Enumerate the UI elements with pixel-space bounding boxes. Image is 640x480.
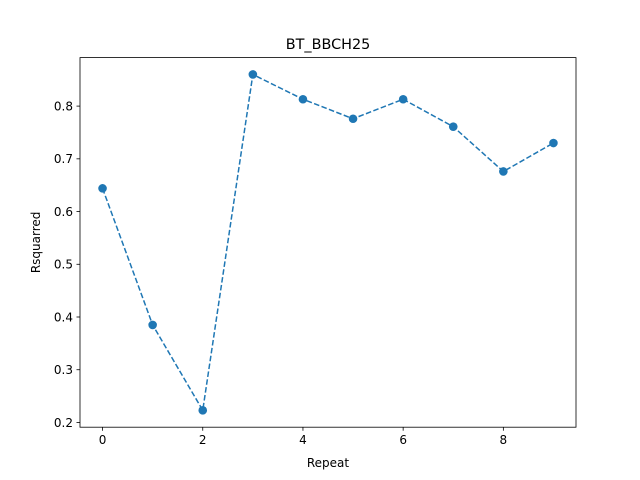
data-point (248, 70, 258, 79)
x-tick-label: 8 (500, 433, 508, 447)
x-tick-label: 4 (299, 433, 307, 447)
data-point (398, 94, 408, 104)
data-point (198, 406, 208, 415)
x-tick-label: 6 (399, 433, 407, 447)
plot-frame (79, 57, 577, 428)
x-axis-label: Repeat (307, 456, 350, 470)
data-point (448, 122, 458, 131)
y-axis-label: Rsquarred (29, 212, 43, 274)
y-tick-label: 0.4 (54, 310, 73, 324)
y-tick-label: 0.3 (54, 363, 73, 377)
y-tick-label: 0.5 (54, 258, 73, 272)
y-tick-label: 0.2 (54, 416, 73, 430)
x-tick-label: 0 (99, 433, 107, 447)
x-axis-ticks: 0 2 4 6 8 (99, 427, 507, 447)
series-layer (98, 70, 558, 415)
data-point (298, 94, 308, 104)
data-point (98, 184, 107, 193)
y-tick-label: 0.8 (54, 99, 73, 113)
data-point (148, 320, 157, 330)
data-point (348, 114, 358, 124)
y-tick-label: 0.7 (54, 152, 73, 166)
series-line (101, 73, 554, 413)
data-point (499, 167, 508, 176)
plot-area (80, 57, 576, 428)
chart-title: BT_BBCH25 (286, 37, 371, 53)
y-tick-label: 0.6 (54, 205, 73, 219)
y-axis-ticks: 0.2 0.3 0.4 0.5 0.6 0.7 0.8 (54, 99, 80, 430)
x-tick-label: 2 (199, 433, 207, 447)
data-point (549, 138, 558, 148)
